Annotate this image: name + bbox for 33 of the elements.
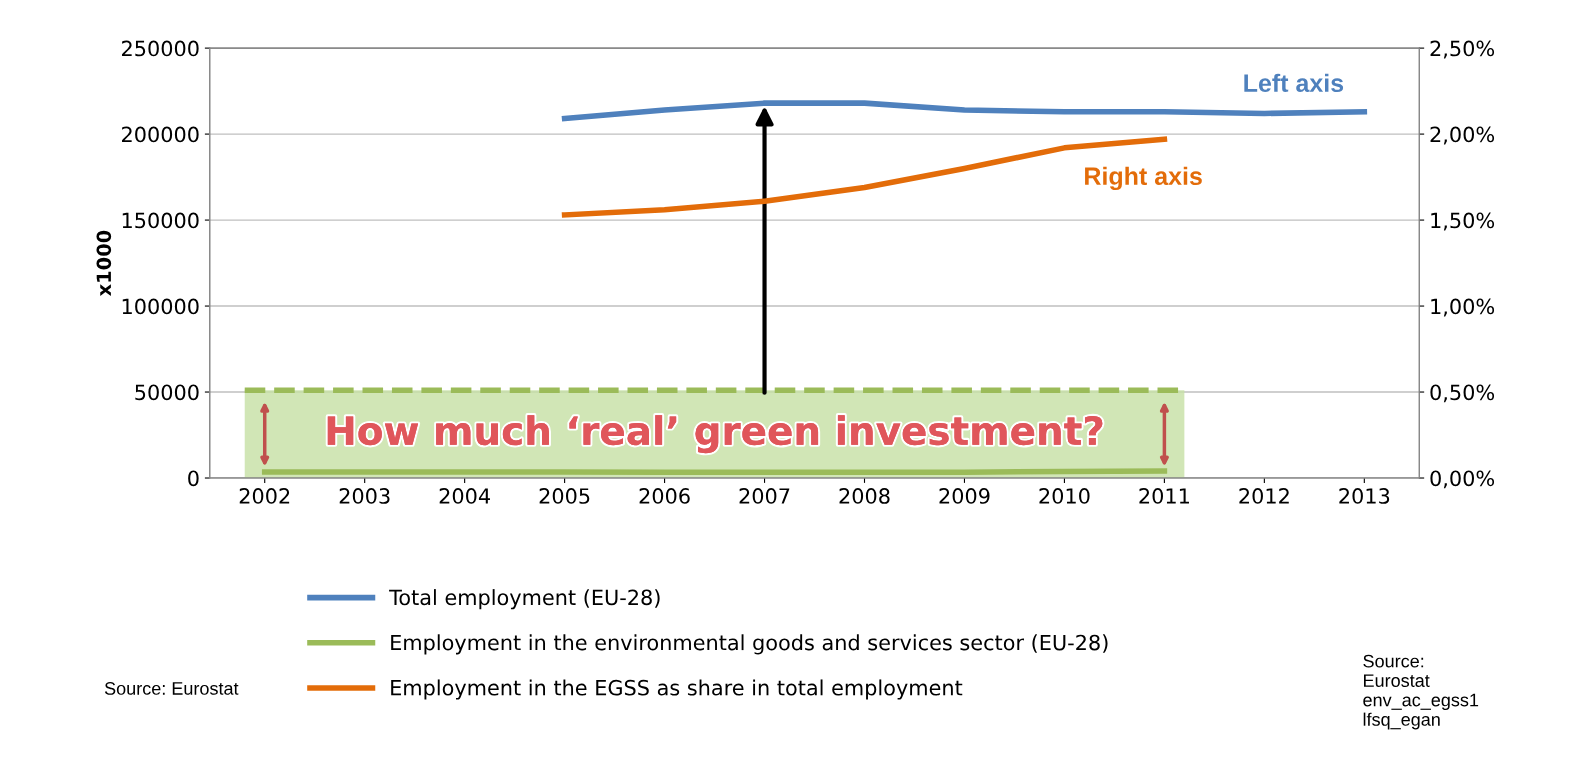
y-tick-label: 200000	[122, 126, 199, 143]
y-tick-label: 50000	[135, 384, 199, 401]
annotation: Left axis	[1244, 73, 1344, 93]
x-tick-label: 2010	[1039, 488, 1090, 504]
legend-label: Employment in the EGSS as share in total employment	[391, 679, 963, 700]
y-tick-label: 250000	[122, 40, 199, 57]
x-tick-label: 2004	[439, 488, 490, 504]
x-tick-label: 2005	[539, 488, 590, 504]
x-tick-label: 2008	[839, 488, 890, 504]
annotation: Right axis	[1085, 166, 1202, 191]
legend-label: Employment in the environmental goods and services sector (EU-28)	[391, 634, 1108, 655]
source-note: Source: Eurostat	[104, 682, 239, 695]
y2-tick-label: 0,00%	[1430, 470, 1495, 489]
y2-tick-label: 1,50%	[1431, 212, 1495, 231]
y-tick-label: 100000	[122, 298, 199, 315]
x-tick-label: 2007	[739, 488, 790, 504]
band-label: How much ‘real’ green investment?	[327, 415, 1103, 454]
y-tick-label: 0	[188, 470, 199, 487]
x-tick-label: 2006	[639, 488, 690, 504]
legend-label: Total employment (EU-28)	[389, 589, 660, 610]
y2-tick-label: 2,50%	[1430, 40, 1495, 59]
x-tick-label: 2003	[339, 488, 390, 504]
x-tick-label: 2012	[1239, 488, 1289, 504]
source-note: Source: Eurostat env_ac_egss1 lfsq_egan	[1363, 654, 1479, 730]
x-tick-label: 2013	[1339, 488, 1390, 504]
y-axis-title: x1000	[96, 230, 112, 297]
y-tick-label: 150000	[122, 212, 199, 229]
y2-tick-label: 2,00%	[1430, 126, 1495, 145]
x-tick-label: 2002	[239, 488, 290, 504]
x-tick-label: 2011	[1139, 488, 1189, 504]
y2-tick-label: 0,50%	[1430, 384, 1495, 403]
x-tick-label: 2009	[939, 488, 990, 504]
y2-tick-label: 1,00%	[1431, 298, 1495, 317]
